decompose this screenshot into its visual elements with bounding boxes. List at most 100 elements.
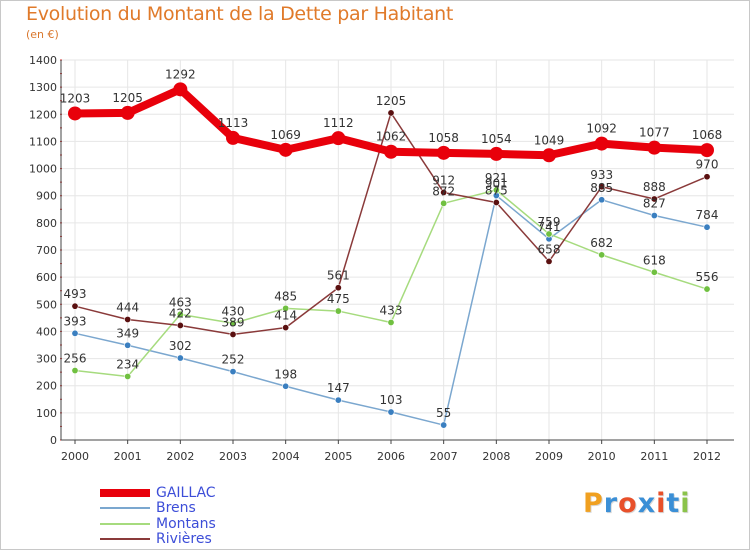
data-label: 349: [116, 326, 139, 340]
data-point: [124, 372, 132, 380]
data-label: 561: [327, 269, 350, 283]
legend-label: Brens: [156, 500, 196, 517]
data-point: [542, 148, 556, 163]
data-point: [124, 341, 132, 349]
data-label: 485: [274, 289, 297, 303]
logo-letter: r: [603, 488, 619, 519]
data-label: 55: [436, 406, 451, 420]
legend-swatch: [100, 538, 150, 541]
data-point: [492, 186, 500, 194]
legend-swatch: [100, 522, 150, 525]
data-label: 493: [64, 287, 87, 301]
data-point: [703, 173, 711, 181]
data-label: 1292: [165, 67, 196, 81]
data-label: 433: [380, 303, 403, 317]
data-label: 875: [485, 184, 508, 198]
data-point: [440, 199, 448, 207]
legend-label: Rivières: [156, 531, 212, 548]
data-point: [120, 105, 135, 120]
x-tick-label: 2009: [535, 450, 563, 463]
data-point: [545, 257, 553, 265]
data-label: 741: [538, 220, 561, 234]
data-point: [703, 285, 711, 293]
logo-letter: P: [583, 488, 604, 519]
legend-label: Montans: [156, 515, 216, 532]
data-point: [650, 268, 658, 276]
y-tick-label: 500: [36, 298, 57, 311]
y-tick-label: 800: [36, 217, 57, 230]
legend-swatch: [100, 507, 150, 510]
data-label: 256: [64, 352, 87, 366]
logo-letter: t: [666, 488, 681, 519]
legend-item-gaillac: GAILLAC: [100, 485, 216, 501]
data-label: 1203: [60, 91, 91, 105]
chart-title: Evolution du Montant de la Dette par Hab…: [26, 3, 454, 25]
data-point: [282, 324, 290, 332]
data-point: [598, 196, 606, 204]
legend-label: GAILLAC: [156, 484, 216, 501]
logo-letter: x: [637, 488, 657, 519]
data-label: 302: [169, 339, 192, 353]
data-point: [387, 109, 395, 117]
data-label: 430: [222, 304, 245, 318]
data-label: 784: [696, 208, 719, 222]
data-label: 198: [274, 367, 297, 381]
data-point: [229, 319, 237, 327]
data-point: [176, 310, 184, 318]
x-tick-label: 2007: [430, 450, 458, 463]
legend-swatch: [100, 488, 150, 497]
x-tick-label: 2005: [324, 450, 352, 463]
data-label: 1069: [270, 128, 301, 142]
y-tick-label: 1400: [29, 54, 57, 67]
data-label: 1058: [428, 131, 459, 145]
data-label: 1049: [534, 133, 565, 147]
data-label: 1113: [218, 116, 249, 130]
chart-subtitle: (en €): [26, 28, 59, 41]
data-label: 252: [222, 353, 245, 367]
data-point: [176, 321, 184, 329]
x-tick-label: 2003: [219, 450, 247, 463]
data-label: 827: [643, 197, 666, 211]
y-tick-label: 1000: [29, 163, 57, 176]
data-label: 556: [696, 270, 719, 284]
x-tick-label: 2000: [61, 450, 89, 463]
data-label: 912: [432, 173, 455, 187]
data-point: [71, 302, 79, 310]
data-label: 422: [169, 306, 192, 320]
data-label: 872: [432, 184, 455, 198]
data-label: 759: [538, 215, 561, 229]
data-point: [282, 304, 290, 312]
data-point: [440, 421, 448, 429]
y-tick-label: 1100: [29, 135, 57, 148]
data-point: [176, 354, 184, 362]
legend-item-rivières: Rivières: [100, 532, 216, 548]
data-label: 1205: [376, 94, 407, 108]
y-tick-label: 600: [36, 271, 57, 284]
y-tick-label: 700: [36, 244, 57, 257]
x-tick-label: 2011: [640, 450, 668, 463]
data-label: 1205: [112, 91, 143, 105]
data-point: [384, 144, 398, 159]
logo-letter: i: [656, 488, 667, 519]
data-point: [387, 408, 395, 416]
y-tick-label: 400: [36, 325, 57, 338]
data-label: 103: [380, 393, 403, 407]
data-label: 414: [274, 309, 297, 323]
data-label: 1054: [481, 132, 512, 146]
data-point: [492, 199, 500, 207]
data-point: [334, 307, 342, 315]
data-point: [229, 368, 237, 376]
data-point: [334, 284, 342, 292]
data-label: 1062: [376, 130, 407, 144]
data-label: 1068: [692, 128, 723, 142]
data-point: [650, 212, 658, 220]
data-label: 444: [116, 300, 139, 314]
x-tick-label: 2012: [693, 450, 721, 463]
logo-letter: i: [680, 488, 691, 519]
x-tick-label: 2001: [114, 450, 142, 463]
y-tick-label: 1200: [29, 108, 57, 121]
data-point: [278, 142, 293, 157]
y-tick-label: 0: [50, 434, 57, 447]
data-point: [594, 136, 609, 151]
